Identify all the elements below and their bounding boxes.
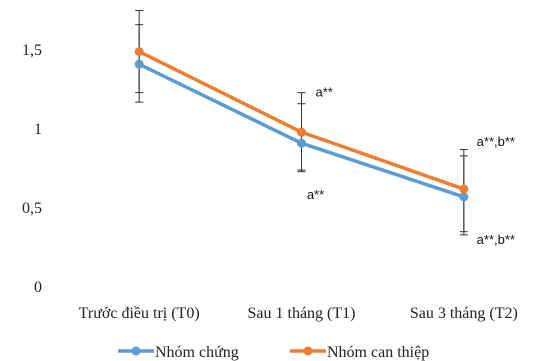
data-point xyxy=(297,138,306,148)
data-point xyxy=(459,184,469,194)
legend-swatch-marker xyxy=(131,346,141,356)
significance-label: a**,b** xyxy=(477,232,515,247)
x-category-label: Sau 3 tháng (T2) xyxy=(410,305,518,322)
x-category-label: Trước điều trị (T0) xyxy=(79,305,200,322)
x-category-label: Sau 1 tháng (T1) xyxy=(248,305,356,322)
series-points xyxy=(134,47,469,202)
data-point xyxy=(297,127,306,137)
legend-item: Nhóm can thiệp xyxy=(290,344,429,361)
y-tick-label: 0 xyxy=(34,279,42,296)
significance-label: a** xyxy=(307,187,324,202)
legend-label: Nhóm can thiệp xyxy=(327,344,429,361)
significance-label: a**,b** xyxy=(477,134,515,149)
legend-item: Nhóm chứng xyxy=(118,344,239,361)
y-tick-label: 1 xyxy=(34,121,42,138)
y-axis-ticks: 0 0,5 1 1,5 xyxy=(22,42,42,296)
data-point xyxy=(459,192,469,202)
legend-label: Nhóm chứng xyxy=(155,344,239,361)
legend: Nhóm chứng Nhóm can thiệp xyxy=(118,344,429,361)
y-tick-label: 1,5 xyxy=(22,42,42,59)
data-point xyxy=(134,59,144,69)
legend-swatch-marker xyxy=(303,346,313,356)
x-axis-labels: Trước điều trị (T0) Sau 1 tháng (T1) Sau 3… xyxy=(79,305,518,322)
y-tick-label: 0,5 xyxy=(22,200,42,217)
significance-annotations: a** a** a**,b** a**,b** xyxy=(307,85,515,247)
data-point xyxy=(134,47,144,57)
error-bars xyxy=(135,10,468,236)
significance-label: a** xyxy=(316,85,333,100)
